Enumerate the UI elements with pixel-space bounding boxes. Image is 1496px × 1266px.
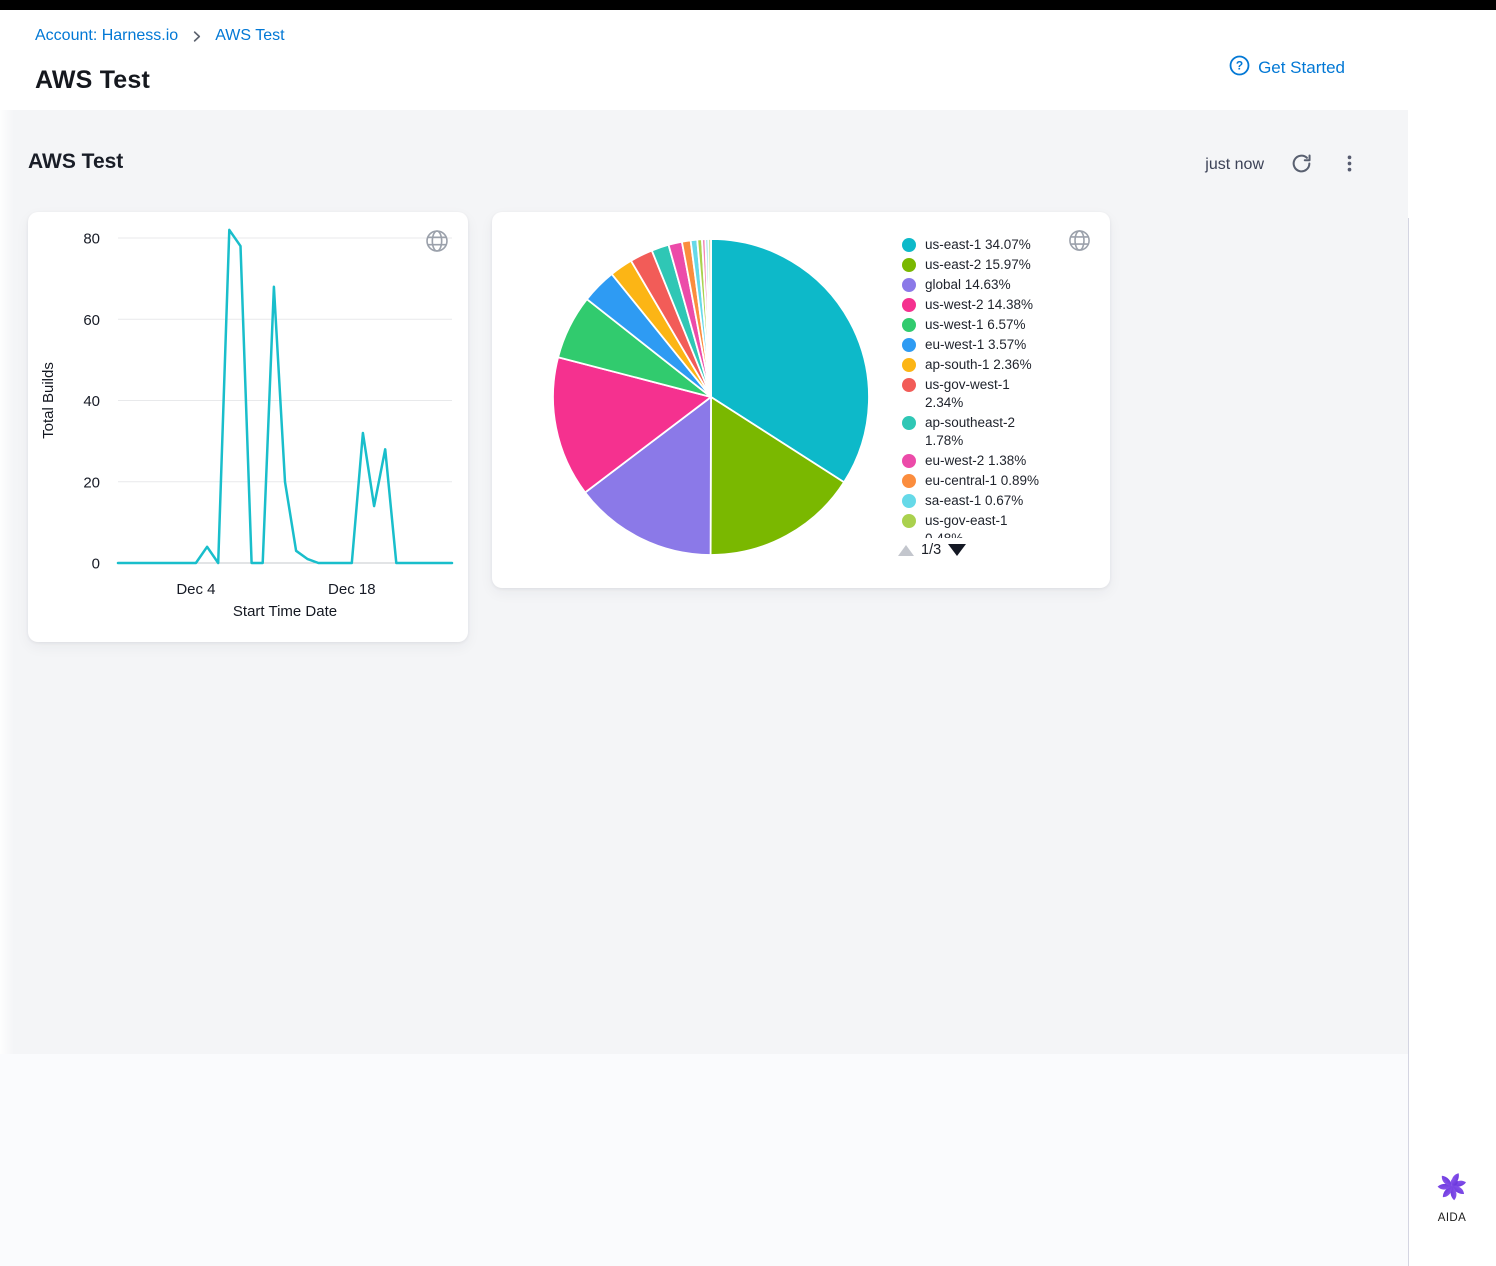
legend-item-sa-east-1[interactable]: sa-east-1 0.67% [902,492,1090,510]
legend-label: eu-central-1 0.89% [925,473,1040,488]
legend-page-indicator: 1/3 [921,542,942,558]
legend-item-us-west-2[interactable]: us-west-2 14.38% [902,296,1090,314]
total-builds-card: 0 20 40 60 80 Total Builds Start Time Date Dec … [28,212,468,642]
legend-label: us-gov-east-10.48% [925,513,1008,538]
legend-dot [902,318,916,332]
legend-label: us-west-2 14.38% [925,297,1034,312]
svg-text:?: ? [1236,59,1243,73]
legend-label: ap-south-1 2.36% [925,357,1032,372]
right-side-panel: AIDA [1408,10,1496,1266]
help-circle-icon: ? [1229,55,1250,81]
page-title: AWS Test [35,66,151,94]
legend-dot [902,338,916,352]
svg-text:Total Builds: Total Builds [40,362,57,439]
legend-item-eu-central-1[interactable]: eu-central-1 0.89% [902,472,1090,490]
breadcrumb-account-link[interactable]: Account: Harness.io [35,27,179,44]
legend-dot [902,454,916,468]
globe-icon [1067,228,1092,258]
aida-flower-icon [1436,1170,1468,1207]
pie-slice-global [584,396,712,556]
svg-text:80: 80 [83,231,100,248]
svg-text:60: 60 [83,312,100,329]
pie-slice-us-west-2 [552,356,712,494]
legend-item-us-east-1[interactable]: us-east-1 34.07% [902,236,1090,254]
legend-page-down-icon[interactable] [948,544,967,556]
legend-dot [902,238,916,252]
legend-label: eu-west-2 1.38% [925,453,1027,468]
breadcrumb: Account: Harness.io AWS Test [35,27,285,45]
svg-text:Dec 18: Dec 18 [328,581,376,598]
legend-label: sa-east-1 0.67% [925,493,1024,508]
side-panel-divider [1408,218,1409,1266]
svg-text:20: 20 [83,474,100,491]
svg-text:Start Time Date: Start Time Date [233,603,337,620]
regions-pie-card: us-east-1 34.07% us-east-2 15.97% global 1… [492,212,1110,588]
legend-label: us-gov-west-1 2.34% [925,377,1010,410]
legend-item-eu-west-2[interactable]: eu-west-2 1.38% [902,452,1090,470]
breadcrumb-current-link[interactable]: AWS Test [215,27,285,44]
legend-label: us-west-1 6.57% [925,317,1026,332]
aida-label: AIDA [1437,1212,1467,1224]
dashboard-title: AWS Test [28,150,124,173]
dashboard-menu-button[interactable] [1339,153,1360,177]
chevron-right-icon [189,29,204,44]
pie-slice-us-east-2 [709,396,845,556]
legend-label: eu-west-1 3.57% [925,337,1027,352]
lower-background [0,1054,1408,1266]
legend-dot [902,416,916,430]
refresh-button[interactable] [1290,152,1313,178]
legend-dot [902,494,916,508]
legend-dot [902,258,916,272]
legend-dot [902,474,916,488]
get-started-label: Get Started [1258,58,1345,77]
legend-page-up-icon[interactable] [898,544,914,556]
pie-legend-list: us-east-1 34.07% us-east-2 15.97% global 1… [902,236,1090,538]
legend-label: us-east-1 34.07% [925,237,1031,252]
legend-label: us-east-2 15.97% [925,257,1031,272]
page-header: Account: Harness.io AWS Test AWS Test ? … [0,10,1496,110]
legend-item-us-gov-east-1[interactable]: us-gov-east-10.48% [902,512,1090,538]
legend-pagination: 1/3 [898,542,1090,558]
get-started-button[interactable]: ? Get Started [1229,55,1345,81]
last-refreshed-text: just now [1205,156,1264,173]
legend-dot [902,358,916,372]
legend-item-us-west-1[interactable]: us-west-1 6.57% [902,316,1090,334]
globe-icon [424,228,450,259]
legend-item-global[interactable]: global 14.63% [902,276,1090,294]
legend-item-ap-southeast-2[interactable]: ap-southeast-2 1.78% [902,414,1090,450]
kebab-menu-icon [1339,153,1360,177]
svg-text:0: 0 [92,556,100,573]
svg-text:40: 40 [83,393,100,410]
top-black-bar [0,0,1496,10]
pie-slice-other [707,238,712,398]
pie-legend: us-east-1 34.07% us-east-2 15.97% global 1… [898,236,1090,558]
legend-dot [902,514,916,528]
legend-label: global 14.63% [925,277,1011,292]
legend-item-eu-west-1[interactable]: eu-west-1 3.57% [902,336,1090,354]
refresh-icon [1290,152,1313,178]
legend-label: ap-southeast-2 1.78% [925,415,1016,448]
dashboard-actions: just now [1205,152,1360,178]
total-builds-chart: 0 20 40 60 80 Total Builds Start Time Date Dec … [40,228,454,620]
svg-text:Dec 4: Dec 4 [176,581,215,598]
legend-item-ap-south-1[interactable]: ap-south-1 2.36% [902,356,1090,374]
legend-item-us-east-2[interactable]: us-east-2 15.97% [902,256,1090,274]
legend-dot [902,378,916,392]
legend-dot [902,278,916,292]
legend-item-us-gov-west-1[interactable]: us-gov-west-1 2.34% [902,376,1090,412]
legend-dot [902,298,916,312]
regions-pie-chart [552,238,870,556]
dashboard-panel: AWS Test just now 0 20 40 60 80 Total Builds S… [0,110,1408,1054]
aida-button[interactable]: AIDA [1408,1170,1496,1224]
